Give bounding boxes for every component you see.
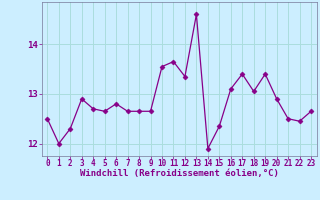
X-axis label: Windchill (Refroidissement éolien,°C): Windchill (Refroidissement éolien,°C) xyxy=(80,169,279,178)
